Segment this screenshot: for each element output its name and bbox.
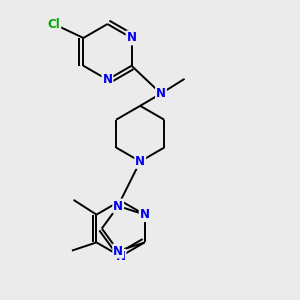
Text: N: N [113, 244, 123, 257]
Text: N: N [103, 73, 112, 86]
Text: N: N [127, 32, 136, 44]
Text: N: N [140, 208, 150, 221]
Text: N: N [113, 200, 123, 212]
Text: N: N [135, 155, 145, 168]
Text: N: N [116, 250, 126, 263]
Text: N: N [156, 87, 166, 100]
Text: Cl: Cl [48, 18, 60, 32]
